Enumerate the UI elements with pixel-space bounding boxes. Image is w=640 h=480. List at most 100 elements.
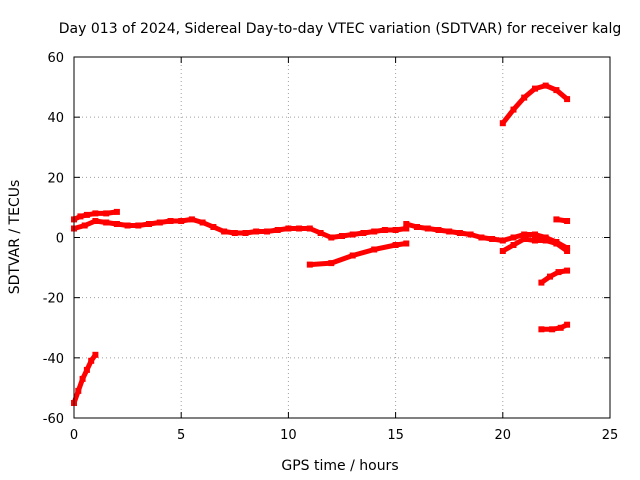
data-point [77,213,84,220]
data-point [538,326,545,333]
data-point [328,234,335,241]
data-point [75,387,82,394]
data-point [339,233,345,239]
series-trace-3 [71,216,409,240]
data-point [92,210,99,217]
data-point [489,236,496,242]
y-tick-label: 60 [47,51,64,66]
data-point [521,236,528,242]
data-point [124,222,131,229]
data-point [349,231,356,238]
data-point [371,246,378,253]
data-point [564,248,571,254]
y-axis-label: SDTVAR / TECUs [7,180,23,295]
data-point [392,242,399,248]
data-point [360,230,367,236]
data-point [178,218,185,224]
data-point [499,120,506,127]
data-point [555,269,562,276]
data-point [478,234,485,241]
data-point [371,228,378,235]
data-point [285,225,292,232]
data-point [306,225,313,232]
data-point [79,375,86,382]
data-point [88,357,95,364]
data-point [564,267,571,274]
data-point [446,228,453,235]
data-point [510,242,517,248]
data-point [564,321,571,328]
data-point [92,351,99,358]
data-point [553,240,560,247]
y-tick-label: -20 [43,292,64,307]
data-point [264,228,270,235]
data-point [510,234,517,241]
data-point [113,208,120,215]
y-tick-label: 20 [47,171,64,186]
data-point [538,279,545,286]
x-tick-label: 20 [495,428,512,443]
data-point [349,252,356,259]
data-point [392,227,399,233]
data-point [542,237,549,244]
data-point [253,228,260,235]
data-point [103,219,110,226]
data-point [242,230,249,236]
data-point [167,218,174,224]
chart-title: Day 013 of 2024, Sidereal Day-to-day VTE… [59,21,621,37]
data-point [317,230,324,236]
data-point [83,211,90,218]
data-point [549,326,556,333]
series-trace-9 [538,268,570,286]
data-point [547,273,553,280]
data-point [274,227,281,233]
series-trace-5 [307,241,409,268]
data-point [435,227,442,233]
data-point [532,85,538,92]
y-tick-label: 0 [56,232,64,247]
data-series [71,82,571,406]
data-point [113,221,120,227]
data-point [92,218,99,224]
data-point [83,366,90,373]
data-point [553,216,560,223]
data-point [221,228,228,235]
data-point [231,230,238,236]
data-point [103,210,110,217]
data-point [296,225,303,232]
x-tick-label: 15 [387,428,404,443]
data-point [553,87,560,94]
data-point [521,94,528,101]
data-point [499,237,506,244]
data-point [456,230,463,236]
data-point [210,224,217,230]
data-point [532,231,538,238]
y-tick-label: 40 [47,111,64,126]
data-point [521,231,528,238]
y-tick-label: -60 [43,412,64,427]
y-tick-label: -40 [43,352,64,367]
x-tick-label: 10 [280,428,297,443]
data-point [414,224,420,230]
data-point [542,82,549,89]
data-point [146,221,152,227]
axis-ticks: 0 5 10 15 20 25 -60 -40 -20 0 20 40 60 [43,51,619,443]
data-point [156,219,163,226]
data-point [424,225,431,232]
data-point [81,222,88,229]
data-point [135,222,142,229]
data-point [328,260,335,267]
data-point [467,231,474,238]
data-point [381,227,388,233]
data-point [403,240,410,247]
series-trace-4 [403,221,570,251]
x-axis-label: GPS time / hours [281,458,398,474]
data-point [510,106,517,113]
data-point [564,96,571,103]
data-point [532,237,538,244]
series-trace-10 [538,322,570,332]
data-point [199,219,206,226]
data-point [557,324,564,331]
data-point [403,225,410,232]
